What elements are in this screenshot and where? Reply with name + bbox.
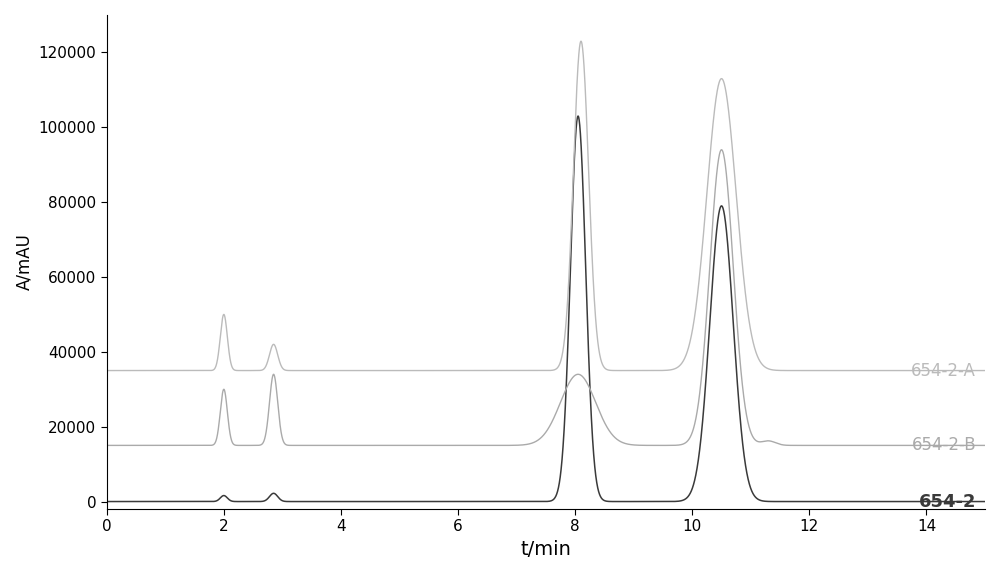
Text: 654-2-B: 654-2-B <box>912 436 976 455</box>
Text: 654-2: 654-2 <box>919 492 976 510</box>
Text: 654-2-A: 654-2-A <box>911 362 976 379</box>
Y-axis label: A/mAU: A/mAU <box>15 234 33 290</box>
X-axis label: t/min: t/min <box>520 540 571 559</box>
